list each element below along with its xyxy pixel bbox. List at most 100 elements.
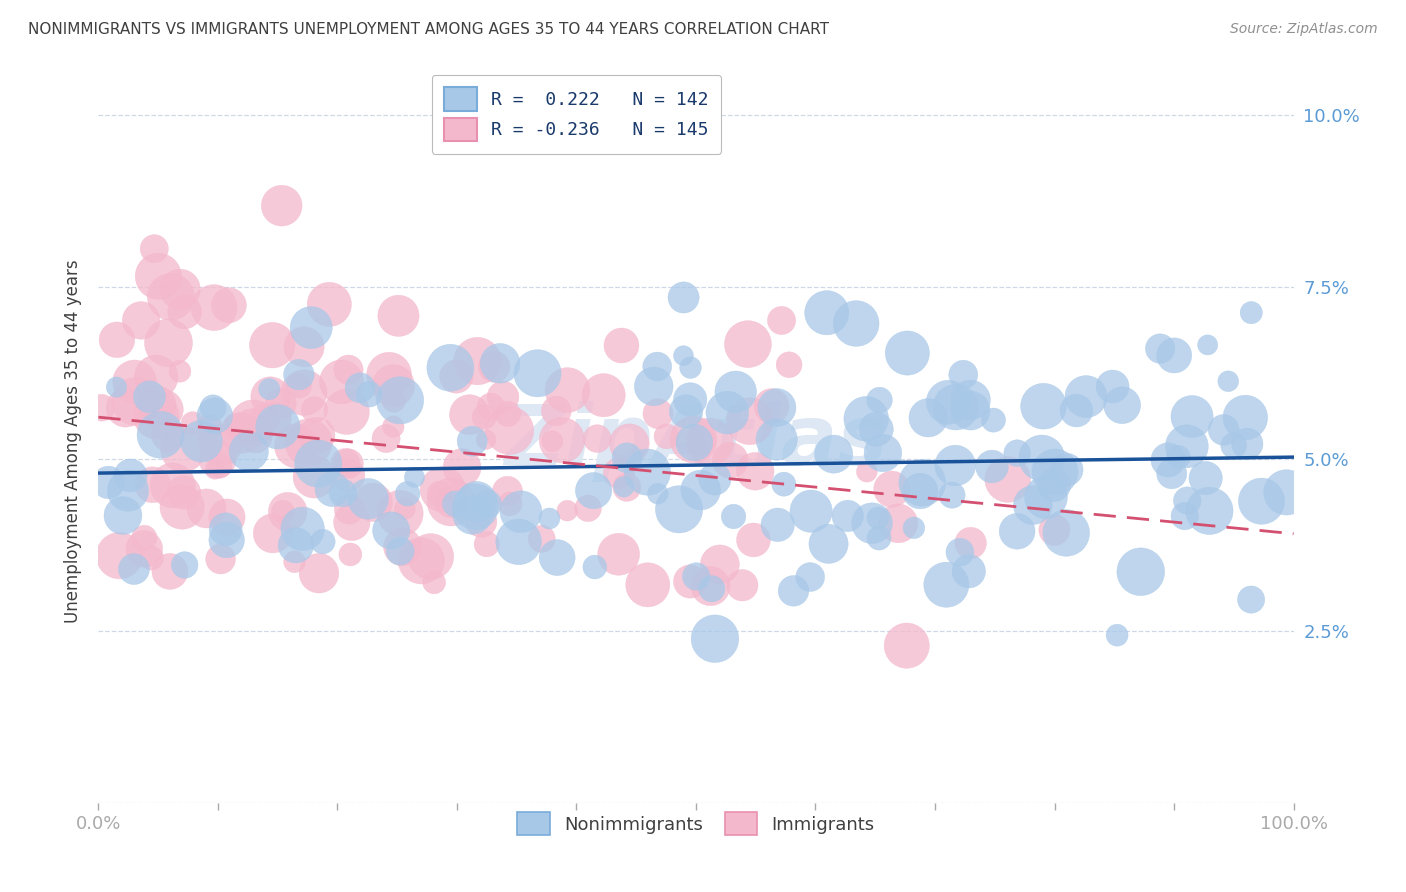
- Point: [181, 416, 204, 430]
- Point: [1174, 509, 1197, 524]
- Point: [1043, 478, 1066, 492]
- Point: [872, 446, 894, 460]
- Point: [149, 427, 172, 442]
- Point: [169, 364, 191, 378]
- Point: [173, 558, 195, 572]
- Point: [1195, 471, 1218, 485]
- Point: [337, 457, 360, 471]
- Point: [198, 420, 221, 434]
- Point: [335, 456, 357, 470]
- Point: [292, 340, 315, 354]
- Point: [742, 533, 765, 547]
- Point: [340, 516, 363, 530]
- Point: [709, 558, 731, 572]
- Point: [458, 408, 481, 422]
- Point: [957, 564, 980, 578]
- Point: [1234, 410, 1257, 425]
- Text: Source: ZipAtlas.com: Source: ZipAtlas.com: [1230, 22, 1378, 37]
- Point: [489, 356, 512, 370]
- Point: [1197, 338, 1219, 352]
- Point: [1181, 409, 1204, 424]
- Point: [700, 582, 723, 596]
- Point: [860, 516, 883, 531]
- Point: [1035, 491, 1057, 505]
- Point: [440, 495, 463, 509]
- Point: [551, 433, 574, 447]
- Point: [557, 383, 579, 397]
- Point: [1056, 463, 1078, 477]
- Point: [935, 577, 957, 591]
- Point: [263, 412, 285, 426]
- Point: [1066, 403, 1088, 417]
- Point: [1240, 592, 1263, 607]
- Point: [218, 298, 240, 312]
- Point: [142, 477, 165, 491]
- Point: [936, 395, 959, 409]
- Point: [887, 516, 910, 531]
- Point: [382, 393, 405, 408]
- Point: [576, 501, 599, 516]
- Point: [308, 566, 330, 581]
- Point: [1043, 523, 1066, 537]
- Point: [332, 486, 354, 500]
- Point: [339, 548, 361, 562]
- Point: [470, 515, 492, 529]
- Point: [321, 482, 343, 496]
- Point: [444, 497, 467, 511]
- Point: [240, 421, 263, 435]
- Point: [129, 313, 152, 327]
- Point: [959, 403, 981, 417]
- Point: [229, 426, 252, 441]
- Point: [949, 545, 972, 559]
- Text: NONIMMIGRANTS VS IMMIGRANTS UNEMPLOYMENT AMONG AGES 35 TO 44 YEARS CORRELATION C: NONIMMIGRANTS VS IMMIGRANTS UNEMPLOYMENT…: [28, 22, 830, 37]
- Point: [270, 199, 292, 213]
- Point: [880, 482, 903, 496]
- Point: [245, 429, 267, 443]
- Point: [145, 398, 167, 412]
- Point: [1005, 446, 1028, 460]
- Point: [380, 524, 402, 538]
- Point: [1163, 348, 1185, 362]
- Point: [689, 483, 711, 497]
- Point: [195, 501, 218, 516]
- Point: [359, 387, 381, 401]
- Point: [716, 406, 738, 420]
- Point: [911, 475, 934, 490]
- Point: [855, 411, 877, 425]
- Point: [498, 424, 520, 438]
- Point: [668, 502, 690, 516]
- Y-axis label: Unemployment Among Ages 35 to 44 years: Unemployment Among Ages 35 to 44 years: [63, 260, 82, 624]
- Point: [387, 309, 409, 323]
- Point: [616, 480, 638, 494]
- Point: [299, 320, 322, 334]
- Point: [336, 405, 359, 419]
- Point: [637, 578, 659, 592]
- Point: [389, 507, 412, 521]
- Point: [744, 464, 766, 478]
- Point: [396, 487, 419, 501]
- Point: [318, 297, 340, 311]
- Point: [959, 392, 981, 407]
- Point: [645, 359, 668, 374]
- Point: [1236, 437, 1258, 451]
- Point: [157, 335, 180, 350]
- Point: [267, 420, 290, 434]
- Point: [122, 562, 145, 576]
- Point: [766, 517, 789, 532]
- Point: [382, 419, 405, 434]
- Point: [202, 401, 225, 415]
- Point: [285, 439, 308, 453]
- Point: [209, 438, 232, 452]
- Point: [262, 338, 284, 352]
- Point: [1031, 450, 1053, 465]
- Point: [496, 407, 519, 421]
- Point: [337, 362, 360, 376]
- Point: [896, 639, 918, 653]
- Point: [952, 368, 974, 382]
- Point: [432, 483, 454, 497]
- Point: [304, 470, 326, 484]
- Point: [773, 477, 796, 491]
- Point: [105, 333, 128, 347]
- Point: [981, 459, 1004, 474]
- Point: [419, 549, 441, 564]
